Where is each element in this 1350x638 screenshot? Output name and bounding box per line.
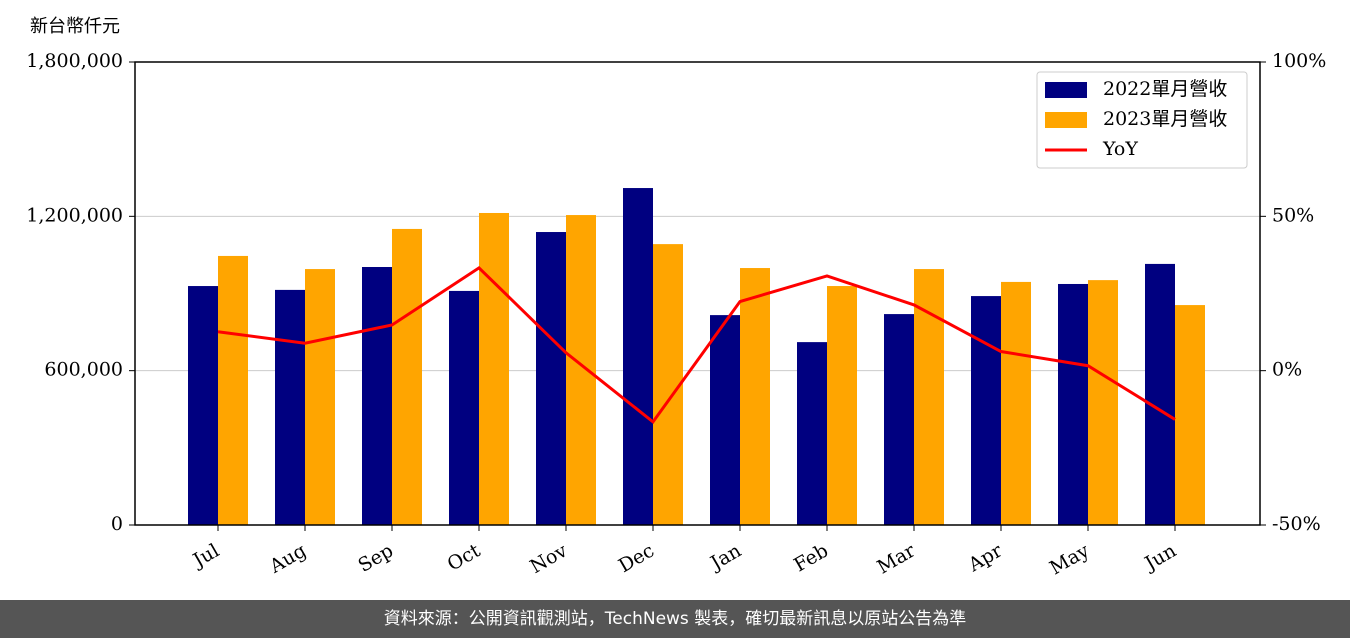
bar (479, 212, 509, 525)
legend-label: YoY (1102, 138, 1138, 160)
legend-swatch (1045, 82, 1087, 98)
y2-tick-label: -50% (1272, 513, 1321, 535)
y2-tick-label: 100% (1272, 50, 1326, 72)
legend-swatch (1045, 112, 1087, 128)
bar (797, 342, 827, 525)
bar (536, 232, 566, 525)
bar (1145, 263, 1175, 525)
bar (710, 315, 740, 525)
bar (884, 314, 914, 525)
legend-label: 2022單月營收 (1103, 78, 1227, 100)
bar (653, 244, 683, 525)
x-tick-label: Mar (873, 539, 919, 578)
line (217, 265, 1176, 425)
bar (1058, 283, 1088, 525)
legend-box (1036, 71, 1248, 169)
y-tick-label: 1,800,000 (26, 50, 123, 72)
bar (449, 290, 479, 525)
bar (566, 215, 596, 525)
bar (362, 267, 392, 525)
y-tick-label: 600,000 (44, 359, 123, 381)
x-tick-label: Jan (705, 540, 745, 576)
bar (392, 228, 422, 525)
x-tick-label: Apr (964, 539, 1007, 576)
x-tick-label: Dec (615, 540, 658, 578)
bar (305, 269, 335, 525)
chart: 新台幣仟元 0 600,000 1,200,000 1,800,000 -50% 0% 50… (26, 16, 1326, 579)
bar (1001, 281, 1031, 525)
bar (218, 255, 248, 525)
footer: 資料來源：公開資訊觀測站，TechNews 製表，確切最新訊息以原站公告為準 (0, 600, 1350, 638)
bar (827, 286, 857, 525)
bar (275, 289, 305, 525)
y-axis-label: 新台幣仟元 (30, 16, 120, 37)
y2-tick-label: 0% (1272, 359, 1302, 381)
x-tick-label: Jul (188, 540, 223, 573)
x-tick-label: Nov (526, 539, 571, 578)
bar (623, 188, 653, 526)
y2-tick-label: 50% (1272, 204, 1314, 226)
bar (740, 268, 770, 525)
x-tick-label: Sep (354, 540, 397, 577)
y-tick-label: 0 (111, 513, 123, 535)
plot-frame (134, 61, 1261, 526)
bar (1088, 280, 1118, 525)
x-tick-label: Jun (1139, 540, 1180, 576)
bar (971, 296, 1001, 525)
x-tick-label: May (1046, 539, 1093, 579)
x-tick-label: Feb (790, 540, 832, 577)
legend-label: 2023單月營收 (1103, 108, 1227, 130)
y-tick-label: 1,200,000 (26, 204, 123, 226)
bar (188, 286, 218, 525)
x-tick-label: Oct (444, 539, 485, 575)
bar (1175, 305, 1205, 525)
x-tick-label: Aug (265, 540, 310, 579)
